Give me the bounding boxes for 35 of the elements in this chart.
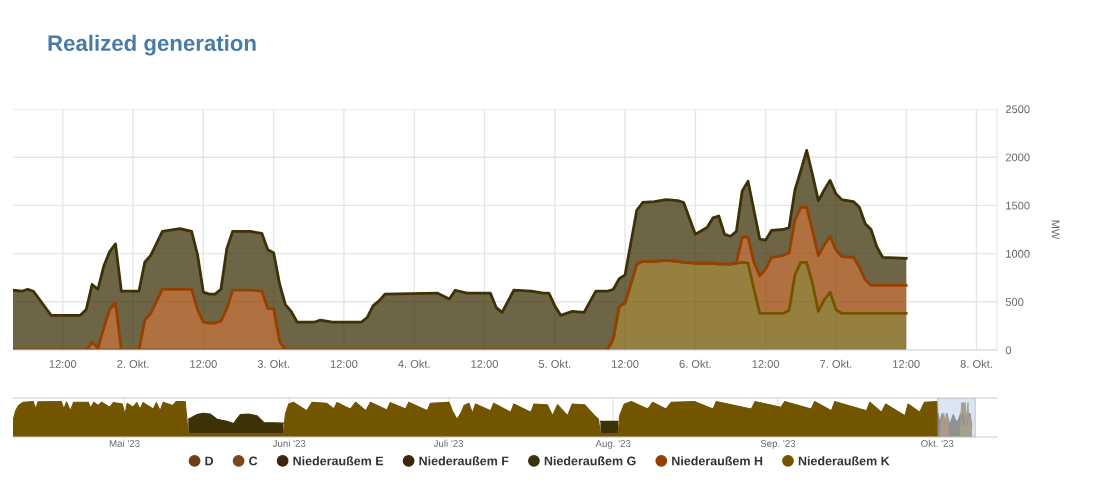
legend-label: Niederaußem G: [544, 456, 636, 466]
x-tick-label: Sep. '23: [760, 440, 796, 449]
x-tick-label: Okt. '23: [921, 439, 954, 447]
y-tick-label: 0: [1005, 346, 1012, 355]
x-tick-label: Aug. '23: [595, 440, 631, 449]
legend-label: Niederaußem H: [672, 456, 763, 466]
x-tick-label: 12:00: [190, 360, 217, 368]
y-tick-label: 1000: [1006, 249, 1030, 258]
y-tick-label: 500: [1005, 298, 1024, 306]
legend-label: D: [205, 456, 214, 466]
x-tick-label: 2. Okt.: [117, 359, 149, 368]
x-tick-label: 12:00: [471, 360, 498, 368]
y-tick-label: 2000: [1005, 153, 1030, 162]
x-tick-label: 7. Okt.: [820, 359, 852, 368]
x-tick-label: Mai '23: [109, 439, 140, 447]
x-tick-label: Juni '23: [272, 439, 306, 447]
x-tick-label: 8. Okt.: [960, 359, 992, 368]
legend-label: C: [249, 456, 258, 466]
x-tick-label: 6. Okt.: [679, 359, 711, 368]
y-tick-label: 2500: [1005, 105, 1030, 114]
y-axis-title: MW: [1051, 220, 1060, 240]
x-tick-label: 4. Okt.: [398, 359, 430, 368]
x-tick-label: 5. Okt.: [538, 359, 571, 368]
x-tick-label: 12:00: [612, 360, 639, 368]
x-tick-label: Juli '23: [433, 439, 464, 447]
x-tick-label: 3. Okt.: [257, 359, 289, 368]
legend-label: Niederaußem K: [798, 456, 890, 466]
chart-title: Realized generation: [48, 34, 256, 56]
x-tick-label: 12:00: [752, 360, 780, 368]
x-tick-label: 12:00: [49, 360, 77, 368]
legend-label: Niederaußem F: [419, 456, 509, 466]
x-tick-label: 12:00: [330, 360, 358, 368]
x-tick-label: 12:00: [893, 360, 920, 368]
legend-label: Niederaußem E: [293, 456, 384, 466]
y-tick-label: 1500: [1006, 201, 1030, 210]
